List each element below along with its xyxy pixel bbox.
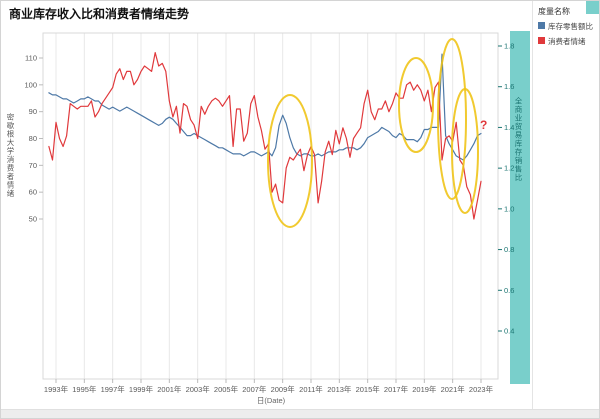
teal-corner-swatch: [586, 1, 599, 14]
x-tick-label: 2013年: [327, 384, 352, 394]
series-line-inventory-ratio[interactable]: [48, 53, 482, 161]
legend-title: 度量名称: [538, 7, 570, 16]
right-tick-label: 1.8: [504, 42, 514, 51]
x-tick-label: 2007年: [242, 384, 267, 394]
annotation-ellipse: [437, 38, 467, 200]
legend-panel: 度量名称 库存零售额比 消费者情绪: [532, 1, 599, 418]
x-tick-label: 2015年: [356, 384, 381, 394]
x-tick-label: 1993年: [44, 384, 69, 394]
annotation-ellipse: [451, 88, 479, 214]
right-axis-title: 全商业贸易库存销售比: [514, 97, 523, 182]
left-tick-label: 80: [29, 134, 37, 143]
legend-color-swatch: [538, 22, 545, 29]
x-tick-label: 2021年: [441, 384, 466, 394]
x-tick-label: 1999年: [129, 384, 154, 394]
x-tick-label: 1997年: [101, 384, 126, 394]
right-tick-label: 1.0: [504, 204, 514, 213]
left-tick-label: 60: [29, 188, 37, 197]
left-tick-label: 50: [29, 214, 37, 223]
right-tick-label: 1.2: [504, 164, 514, 173]
annotation-question-mark: ?: [480, 118, 487, 132]
series-line-consumer-sentiment[interactable]: [48, 51, 482, 220]
annotation-ellipse: [267, 94, 313, 228]
legend-items: 库存零售额比 消费者情绪: [538, 21, 599, 47]
legend-color-swatch: [538, 37, 545, 44]
right-tick-label: 0.8: [504, 245, 514, 254]
right-tick-label: 0.4: [504, 326, 514, 335]
annotation-ellipse: [398, 57, 434, 153]
x-tick-label: 2019年: [412, 384, 437, 394]
x-tick-label: 2001年: [157, 384, 182, 394]
x-axis-title: 日(Date): [256, 396, 286, 405]
left-tick-label: 70: [29, 161, 37, 170]
left-axis-title: 密歇根大学消费者情绪: [6, 113, 15, 198]
x-tick-label: 2023年: [469, 384, 494, 394]
x-tick-label: 1995年: [72, 384, 97, 394]
horizontal-scrollbar[interactable]: [1, 409, 599, 418]
right-tick-label: 1.4: [504, 123, 514, 132]
chart-title: 商业库存收入比和消费者情绪走势: [9, 7, 190, 21]
left-tick-label: 110: [25, 54, 37, 63]
left-tick-label: 90: [29, 107, 37, 116]
plot-border: [42, 32, 499, 380]
x-tick-label: 2011年: [299, 384, 323, 394]
x-tick-label: 2003年: [186, 384, 211, 394]
right-tick-label: 1.6: [504, 82, 514, 91]
legend-item-label: 消费者情绪: [548, 37, 586, 46]
legend-item-1[interactable]: 消费者情绪: [538, 36, 599, 47]
x-tick-label: 2005年: [214, 384, 239, 394]
legend-item-label: 库存零售额比: [548, 22, 593, 31]
right-tick-label: 0.6: [504, 286, 514, 295]
x-tick-label: 2009年: [271, 384, 296, 394]
left-tick-label: 100: [24, 80, 37, 89]
x-tick-label: 2017年: [384, 384, 409, 394]
legend-item-0[interactable]: 库存零售额比: [538, 21, 599, 32]
right-axis-highlight-band[interactable]: [510, 31, 530, 384]
